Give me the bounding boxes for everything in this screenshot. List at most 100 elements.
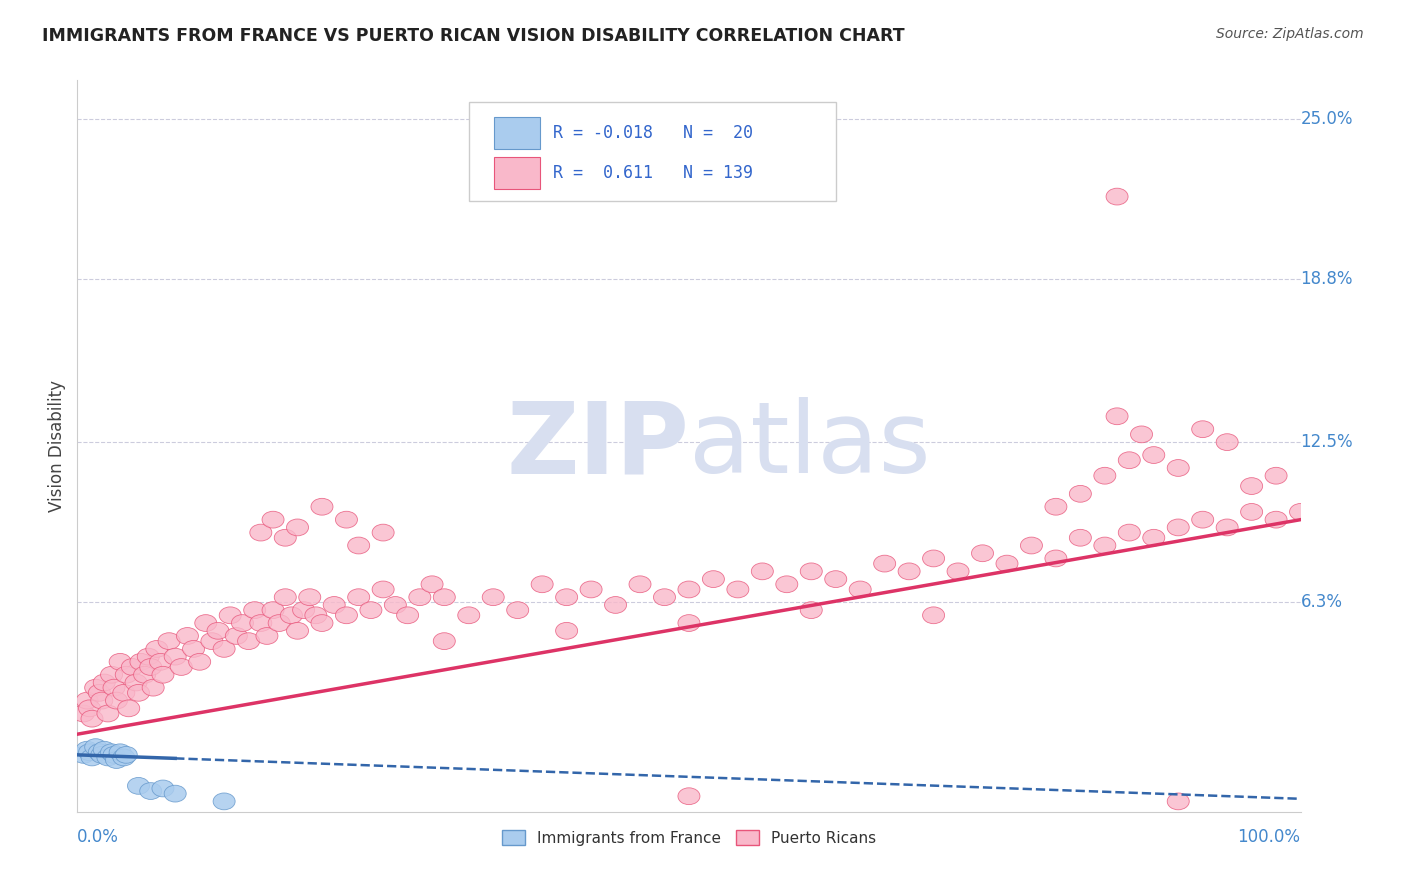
- Ellipse shape: [678, 788, 700, 805]
- Ellipse shape: [323, 597, 346, 614]
- Ellipse shape: [1021, 537, 1042, 554]
- Ellipse shape: [1265, 467, 1286, 484]
- Ellipse shape: [101, 666, 122, 683]
- Ellipse shape: [112, 749, 135, 766]
- Text: 0.0%: 0.0%: [77, 828, 120, 846]
- Ellipse shape: [134, 666, 156, 683]
- Ellipse shape: [1045, 499, 1067, 516]
- Ellipse shape: [1167, 459, 1189, 476]
- Ellipse shape: [97, 749, 120, 766]
- Ellipse shape: [972, 545, 994, 562]
- Ellipse shape: [1265, 511, 1286, 528]
- Ellipse shape: [170, 658, 193, 675]
- Ellipse shape: [311, 615, 333, 632]
- Ellipse shape: [165, 785, 186, 802]
- Ellipse shape: [1167, 519, 1189, 536]
- Ellipse shape: [396, 607, 419, 624]
- Ellipse shape: [311, 499, 333, 516]
- Ellipse shape: [238, 632, 260, 649]
- Ellipse shape: [274, 589, 297, 606]
- Ellipse shape: [115, 747, 138, 764]
- Text: 100.0%: 100.0%: [1237, 828, 1301, 846]
- Ellipse shape: [125, 674, 148, 691]
- Ellipse shape: [482, 589, 505, 606]
- Ellipse shape: [1216, 434, 1239, 450]
- Ellipse shape: [373, 581, 394, 598]
- Ellipse shape: [214, 793, 235, 810]
- Ellipse shape: [298, 589, 321, 606]
- Ellipse shape: [91, 747, 112, 764]
- Text: ZIP: ZIP: [506, 398, 689, 494]
- Ellipse shape: [628, 576, 651, 592]
- Ellipse shape: [152, 666, 174, 683]
- Ellipse shape: [82, 749, 103, 766]
- Text: 18.8%: 18.8%: [1301, 270, 1353, 288]
- Text: 25.0%: 25.0%: [1301, 110, 1353, 128]
- Legend: Immigrants from France, Puerto Ricans: Immigrants from France, Puerto Ricans: [495, 823, 883, 852]
- Ellipse shape: [287, 623, 308, 640]
- Ellipse shape: [336, 607, 357, 624]
- Ellipse shape: [121, 658, 143, 675]
- Ellipse shape: [103, 680, 125, 696]
- Ellipse shape: [1118, 452, 1140, 468]
- Ellipse shape: [110, 654, 131, 670]
- Ellipse shape: [176, 628, 198, 644]
- FancyBboxPatch shape: [495, 117, 540, 149]
- Ellipse shape: [948, 563, 969, 580]
- Ellipse shape: [183, 640, 204, 657]
- Text: 6.3%: 6.3%: [1301, 593, 1343, 611]
- Ellipse shape: [152, 780, 174, 797]
- Ellipse shape: [1216, 519, 1239, 536]
- FancyBboxPatch shape: [495, 156, 540, 189]
- Y-axis label: Vision Disability: Vision Disability: [48, 380, 66, 512]
- Ellipse shape: [142, 680, 165, 696]
- Ellipse shape: [1107, 188, 1128, 205]
- Ellipse shape: [800, 563, 823, 580]
- Ellipse shape: [149, 654, 172, 670]
- Ellipse shape: [274, 529, 297, 546]
- Ellipse shape: [79, 700, 101, 717]
- Ellipse shape: [128, 778, 149, 794]
- Ellipse shape: [250, 615, 271, 632]
- Ellipse shape: [1107, 408, 1128, 425]
- Ellipse shape: [347, 537, 370, 554]
- Text: R =  0.611   N = 139: R = 0.611 N = 139: [553, 163, 754, 182]
- Ellipse shape: [1192, 511, 1213, 528]
- Ellipse shape: [103, 747, 125, 764]
- Ellipse shape: [201, 632, 224, 649]
- Text: atlas: atlas: [689, 398, 931, 494]
- Ellipse shape: [89, 744, 110, 761]
- Ellipse shape: [91, 692, 112, 709]
- Ellipse shape: [129, 654, 152, 670]
- Ellipse shape: [79, 744, 101, 761]
- Ellipse shape: [101, 744, 122, 761]
- Ellipse shape: [73, 747, 94, 764]
- Ellipse shape: [118, 700, 139, 717]
- Ellipse shape: [110, 744, 131, 761]
- Ellipse shape: [243, 602, 266, 618]
- Ellipse shape: [280, 607, 302, 624]
- Ellipse shape: [336, 511, 357, 528]
- Ellipse shape: [1240, 477, 1263, 494]
- Ellipse shape: [262, 602, 284, 618]
- Ellipse shape: [73, 705, 94, 722]
- Ellipse shape: [128, 684, 149, 701]
- Ellipse shape: [165, 648, 186, 665]
- Ellipse shape: [256, 628, 278, 644]
- Ellipse shape: [112, 684, 135, 701]
- Text: Source: ZipAtlas.com: Source: ZipAtlas.com: [1216, 27, 1364, 41]
- Ellipse shape: [347, 589, 370, 606]
- Ellipse shape: [849, 581, 872, 598]
- Ellipse shape: [420, 576, 443, 592]
- Ellipse shape: [105, 752, 128, 768]
- Ellipse shape: [800, 602, 823, 618]
- Ellipse shape: [1167, 793, 1189, 810]
- Ellipse shape: [139, 782, 162, 799]
- Text: IMMIGRANTS FROM FRANCE VS PUERTO RICAN VISION DISABILITY CORRELATION CHART: IMMIGRANTS FROM FRANCE VS PUERTO RICAN V…: [42, 27, 905, 45]
- Ellipse shape: [360, 602, 382, 618]
- Ellipse shape: [219, 607, 242, 624]
- Ellipse shape: [146, 640, 167, 657]
- Ellipse shape: [250, 524, 271, 541]
- Ellipse shape: [89, 684, 110, 701]
- Ellipse shape: [105, 692, 128, 709]
